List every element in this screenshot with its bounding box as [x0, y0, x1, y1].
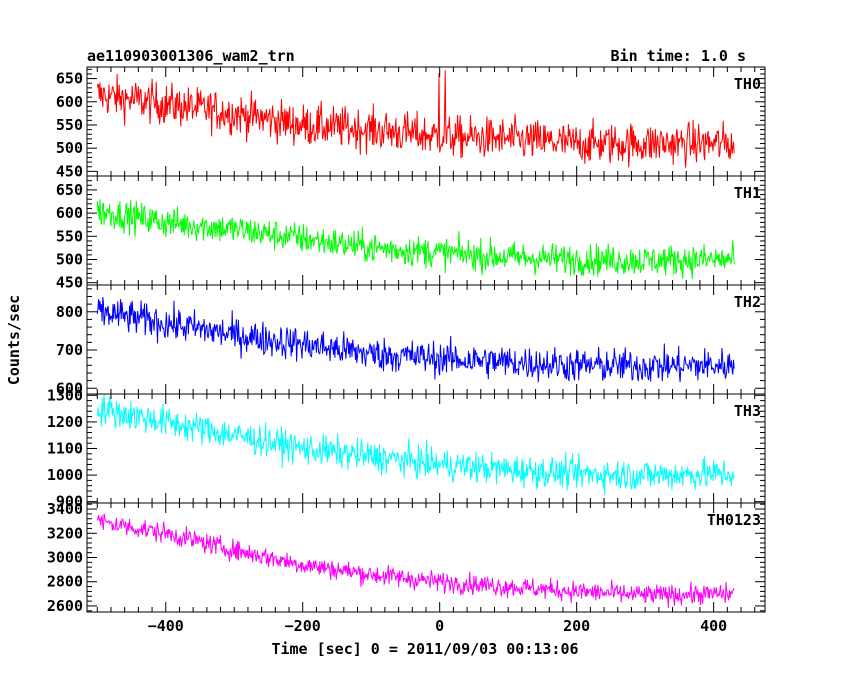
x-axis-label: Time [sec] 0 = 2011/09/03 00:13:06 [271, 640, 578, 658]
x-tick-label: −400 [148, 617, 184, 635]
y-tick-label: 600 [56, 204, 83, 222]
series-th3 [96, 394, 735, 496]
y-tick-label: 650 [56, 181, 83, 199]
y-tick-label: 450 [56, 162, 83, 180]
panel-th2: 600 700 800 TH2 [56, 284, 766, 397]
y-tick-label: 3400 [47, 500, 83, 518]
y-tick-label: 600 [56, 379, 83, 397]
y-tick-label: 500 [56, 250, 83, 268]
panel-label-th1: TH1 [734, 184, 761, 202]
y-tick-label: 900 [56, 493, 83, 511]
y-tick-label: 1300 [47, 386, 83, 404]
y-tick-label: 600 [56, 93, 83, 111]
y-tick-label: 550 [56, 116, 83, 134]
panel-th1: 450 500 550 600 650 TH1 [56, 175, 766, 292]
y-tick-label: 3200 [47, 524, 83, 542]
panel-th0: 450 500 550 600 650 TH0 [56, 66, 766, 180]
panel-label-th0123: TH0123 [707, 511, 761, 529]
panel-label-th0: TH0 [734, 75, 761, 93]
x-axis: −400 −200 0 200 400 [148, 617, 727, 635]
panel-th0123: 2600 2800 3000 3200 3400 TH0123 [47, 500, 766, 615]
panel-frame [86, 284, 766, 395]
y-tick-label: 2800 [47, 573, 83, 591]
panels-group: 450 500 550 600 650 TH0 450 500 550 600 650 TH1 600 7… [47, 66, 766, 615]
y-tick-label: 700 [56, 341, 83, 359]
series-th0 [96, 70, 735, 168]
series-th0123 [96, 513, 735, 608]
y-tick-label: 550 [56, 227, 83, 245]
y-tick-label: 650 [56, 70, 83, 88]
y-tick-label: 1100 [47, 440, 83, 458]
panel-frame [86, 66, 766, 177]
y-tick-label: 1000 [47, 466, 83, 484]
y-tick-label: 2600 [47, 597, 83, 615]
y-tick-label: 500 [56, 139, 83, 157]
series-th1 [96, 199, 735, 280]
panel-label-th3: TH3 [734, 402, 761, 420]
x-tick-label: 0 [435, 617, 444, 635]
x-tick-label: −200 [285, 617, 321, 635]
bin-time-label: Bin time: 1.0 s [611, 47, 746, 65]
y-tick-label: 800 [56, 303, 83, 321]
y-axis-label: Counts/sec [5, 295, 23, 385]
panel-label-th2: TH2 [734, 293, 761, 311]
x-tick-label: 200 [563, 617, 590, 635]
y-tick-label: 3000 [47, 549, 83, 567]
x-tick-label: 400 [700, 617, 727, 635]
series-th2 [96, 296, 735, 383]
y-tick-label: 450 [56, 274, 83, 292]
chart-title: ae110903001306_wam2_trn [87, 47, 295, 65]
panel-frame [86, 502, 766, 613]
y-tick-label: 1200 [47, 413, 83, 431]
panel-th3: 900 1000 1100 1200 1300 TH3 [47, 386, 766, 511]
